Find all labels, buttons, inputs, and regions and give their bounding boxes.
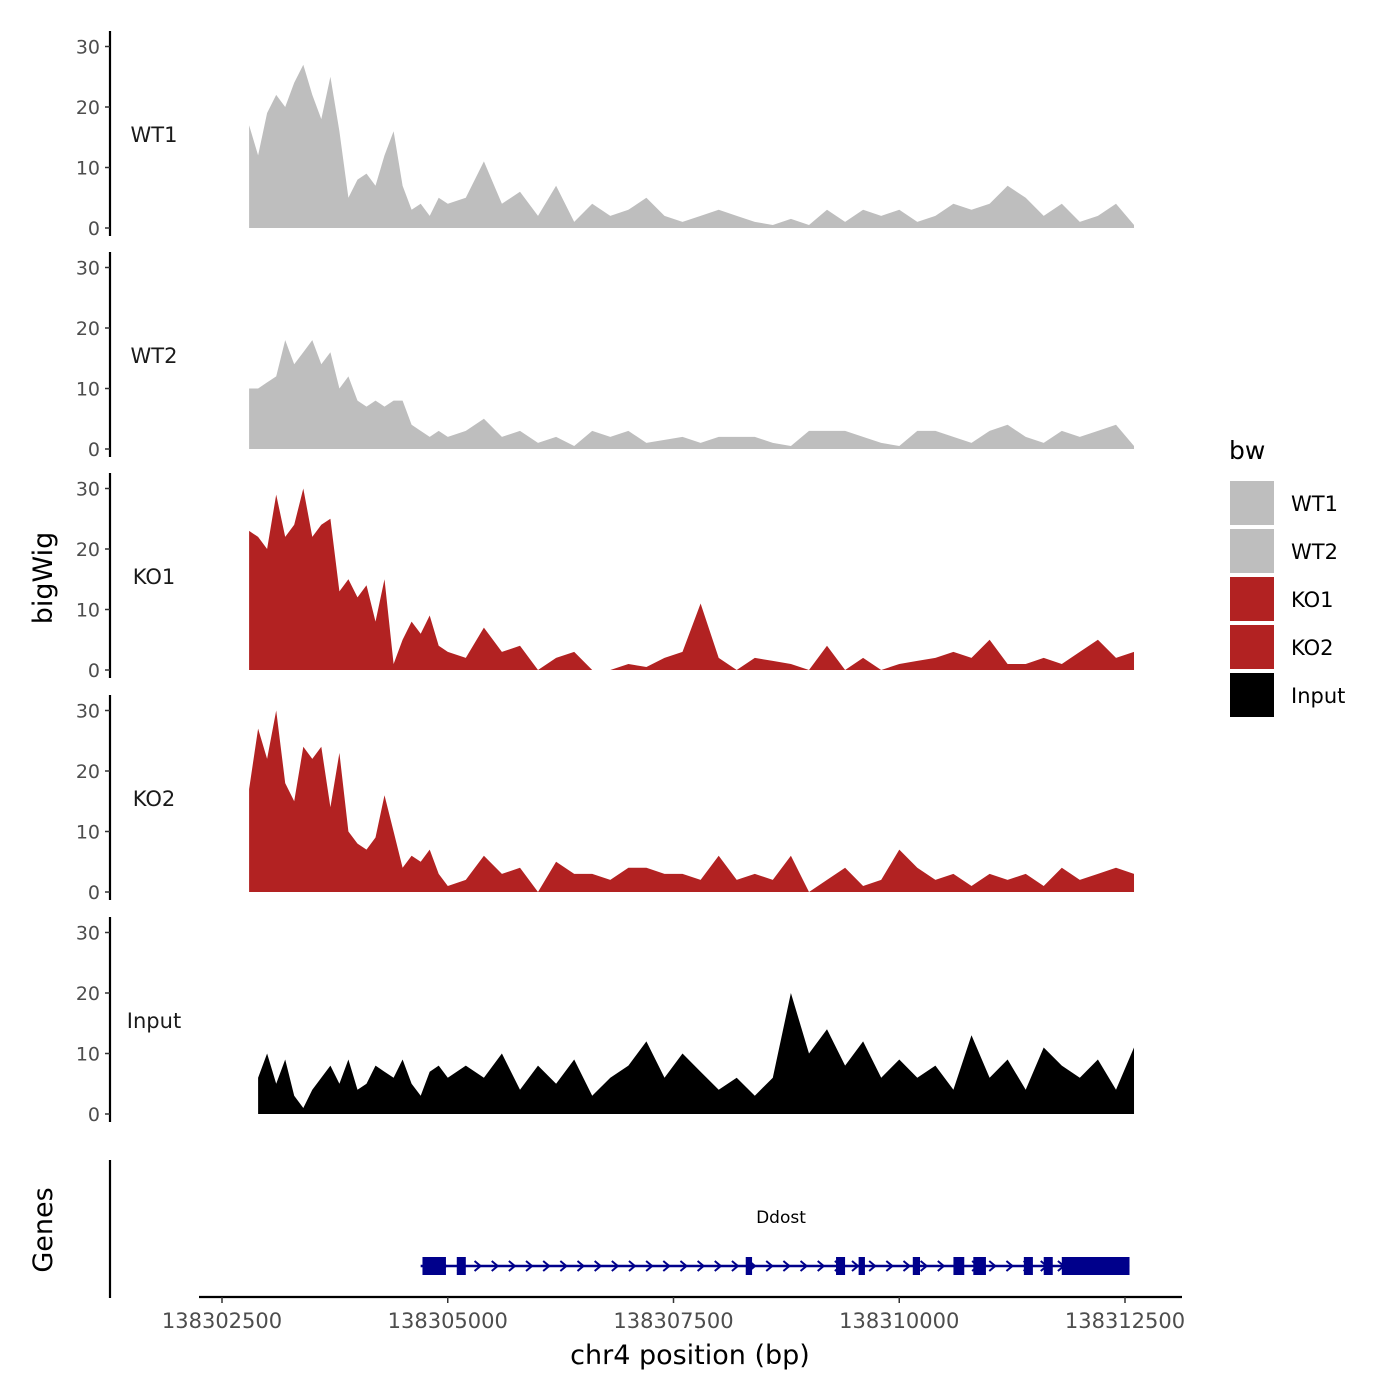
track-input: 0 10 20 30 Input bbox=[76, 917, 1135, 1126]
area-input bbox=[258, 993, 1135, 1114]
strand-arrow bbox=[1005, 1260, 1014, 1272]
strand-arrow bbox=[851, 1260, 860, 1272]
strand-arrow bbox=[559, 1260, 568, 1272]
y-tick-label: 30 bbox=[76, 37, 100, 59]
strand-arrow bbox=[988, 1260, 997, 1272]
legend-key-input bbox=[1230, 673, 1274, 717]
exon bbox=[456, 1257, 466, 1275]
legend-label: KO2 bbox=[1291, 636, 1334, 660]
x-tick-label: 138307500 bbox=[613, 1309, 733, 1333]
strand-arrow bbox=[937, 1260, 946, 1272]
area-ko1 bbox=[249, 488, 1135, 670]
y-tick-label: 10 bbox=[76, 158, 100, 180]
strand-arrow bbox=[696, 1260, 706, 1272]
strand-arrow bbox=[525, 1260, 534, 1272]
legend-key-wt1 bbox=[1230, 481, 1274, 525]
exon bbox=[836, 1257, 846, 1275]
legend-label: WT1 bbox=[1291, 492, 1338, 516]
exon bbox=[912, 1257, 921, 1275]
y-tick-label: 10 bbox=[76, 1044, 100, 1066]
track-label: KO1 bbox=[133, 565, 176, 589]
track-label: KO2 bbox=[133, 787, 176, 811]
strand-arrow bbox=[645, 1260, 654, 1272]
y-tick-label: 0 bbox=[88, 882, 100, 904]
track-ko2: 0 10 20 30 KO2 bbox=[76, 695, 1135, 904]
y-tick-label: 0 bbox=[88, 439, 100, 461]
gene-track: Ddost bbox=[108, 1160, 1130, 1298]
y-tick-label: 20 bbox=[76, 983, 100, 1005]
strand-arrow bbox=[714, 1260, 723, 1272]
y-tick-label: 20 bbox=[76, 761, 100, 783]
track-label: WT2 bbox=[131, 344, 178, 368]
x-tick-label: 138310000 bbox=[839, 1309, 959, 1333]
area-wt2 bbox=[249, 340, 1135, 449]
exon bbox=[973, 1257, 986, 1275]
x-axis-title: chr4 position (bp) bbox=[570, 1340, 810, 1371]
strand-arrow bbox=[919, 1260, 929, 1272]
genes-axis-title: Genes bbox=[28, 1187, 59, 1272]
area-wt1 bbox=[249, 64, 1135, 228]
track-label: Input bbox=[127, 1009, 181, 1033]
legend-label: WT2 bbox=[1291, 540, 1338, 564]
strand-arrow bbox=[679, 1260, 688, 1272]
legend-title: bw bbox=[1229, 436, 1265, 465]
y-tick-label: 0 bbox=[88, 218, 100, 240]
gene-name: Ddost bbox=[756, 1208, 806, 1228]
y-tick-label: 10 bbox=[76, 379, 100, 401]
track-ko1: 0 10 20 30 KO1 bbox=[76, 473, 1135, 682]
track-wt1: 0 10 20 30 WT1 bbox=[76, 31, 1135, 240]
exon bbox=[745, 1257, 753, 1275]
legend-label: KO1 bbox=[1291, 588, 1334, 612]
y-tick-label: 0 bbox=[88, 660, 100, 682]
y-tick-label: 30 bbox=[76, 923, 100, 945]
legend: bw WT1 WT2 KO1 KO2 Input bbox=[1229, 436, 1345, 717]
x-axis: 138302500 138305000 138307500 138310000 1383… bbox=[162, 1295, 1185, 1333]
exon bbox=[422, 1257, 446, 1275]
strand-arrow bbox=[902, 1260, 912, 1272]
y-axis-title: bigWig bbox=[28, 532, 59, 625]
exon bbox=[953, 1257, 965, 1275]
y-tick-label: 30 bbox=[76, 701, 100, 723]
legend-key-ko1 bbox=[1230, 577, 1274, 621]
y-tick-label: 30 bbox=[76, 479, 100, 501]
y-tick-label: 10 bbox=[76, 600, 100, 622]
legend-key-wt2 bbox=[1230, 529, 1274, 573]
strand-arrow bbox=[817, 1260, 826, 1272]
x-tick-label: 138312500 bbox=[1065, 1309, 1185, 1333]
strand-arrow bbox=[594, 1260, 603, 1272]
strand-arrow bbox=[491, 1260, 500, 1272]
strand-arrow bbox=[782, 1260, 791, 1272]
tracks: 0 10 20 30 WT1 0 10 20 30 WT2 0 10 20 30 KO1 0 10 20 30 KO2… bbox=[76, 31, 1135, 1126]
strand-arrow bbox=[662, 1260, 671, 1272]
exon bbox=[858, 1257, 865, 1275]
strand-arrow bbox=[885, 1260, 894, 1272]
x-tick-label: 138302500 bbox=[162, 1309, 282, 1333]
y-tick-label: 0 bbox=[88, 1104, 100, 1126]
strand-arrow bbox=[731, 1260, 740, 1272]
strand-arrow bbox=[799, 1260, 809, 1272]
exon bbox=[1043, 1257, 1053, 1275]
y-tick-label: 20 bbox=[76, 97, 100, 119]
track-wt2: 0 10 20 30 WT2 bbox=[76, 252, 1135, 461]
track-label: WT1 bbox=[131, 123, 178, 147]
strand-arrow bbox=[611, 1260, 620, 1272]
strand-arrow bbox=[765, 1260, 774, 1272]
strand-arrow bbox=[868, 1260, 877, 1272]
strand-arrow bbox=[473, 1260, 483, 1272]
strand-arrow bbox=[628, 1260, 637, 1272]
y-tick-label: 20 bbox=[76, 539, 100, 561]
area-ko2 bbox=[249, 710, 1135, 892]
y-tick-label: 30 bbox=[76, 258, 100, 280]
strand-arrow bbox=[576, 1260, 586, 1272]
exon bbox=[1023, 1257, 1033, 1275]
x-tick-label: 138305000 bbox=[388, 1309, 508, 1333]
y-tick-label: 20 bbox=[76, 318, 100, 340]
y-tick-label: 10 bbox=[76, 822, 100, 844]
strand-arrow bbox=[508, 1260, 517, 1272]
exon bbox=[1061, 1257, 1130, 1275]
strand-arrow bbox=[542, 1260, 551, 1272]
legend-label: Input bbox=[1291, 684, 1345, 708]
legend-key-ko2 bbox=[1230, 625, 1274, 669]
